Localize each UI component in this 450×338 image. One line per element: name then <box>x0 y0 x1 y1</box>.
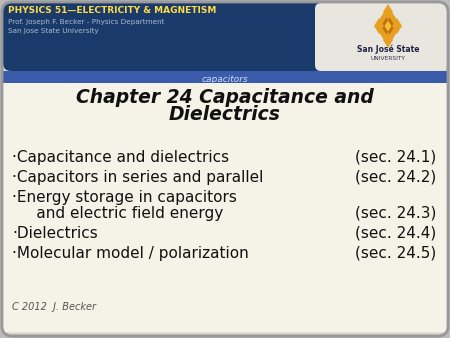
Text: ·Capacitors in series and parallel: ·Capacitors in series and parallel <box>12 170 263 185</box>
Text: San Jose State University: San Jose State University <box>8 28 99 34</box>
FancyBboxPatch shape <box>2 2 448 336</box>
Text: ·Molecular model / polarization: ·Molecular model / polarization <box>12 246 249 261</box>
Polygon shape <box>3 71 447 83</box>
Text: (sec. 24.5): (sec. 24.5) <box>355 246 436 261</box>
FancyBboxPatch shape <box>3 3 447 71</box>
Polygon shape <box>383 32 393 48</box>
Text: PHYSICS 51—ELECTRICITY & MAGNETISM: PHYSICS 51—ELECTRICITY & MAGNETISM <box>8 6 216 15</box>
Text: and electric field energy: and electric field energy <box>12 206 223 221</box>
Text: ·Capacitance and dielectrics: ·Capacitance and dielectrics <box>12 150 229 165</box>
Text: (sec. 24.4): (sec. 24.4) <box>355 226 436 241</box>
Text: (sec. 24.3): (sec. 24.3) <box>355 206 436 221</box>
Text: Dielectrics: Dielectrics <box>169 105 281 124</box>
Text: (sec. 24.2): (sec. 24.2) <box>355 170 436 185</box>
FancyBboxPatch shape <box>3 83 447 332</box>
Text: Prof. Joseph F. Becker - Physics Department: Prof. Joseph F. Becker - Physics Departm… <box>8 19 165 25</box>
Text: (sec. 24.1): (sec. 24.1) <box>355 150 436 165</box>
Text: C 2012  J. Becker: C 2012 J. Becker <box>12 302 96 312</box>
Text: San José State: San José State <box>357 45 419 54</box>
FancyBboxPatch shape <box>315 3 447 71</box>
Polygon shape <box>383 4 393 20</box>
Polygon shape <box>375 6 401 46</box>
Text: ·Energy storage in capacitors: ·Energy storage in capacitors <box>12 190 237 205</box>
Text: ·Dielectrics: ·Dielectrics <box>12 226 98 241</box>
Text: UNIVERSITY: UNIVERSITY <box>370 56 405 61</box>
Text: capacitors: capacitors <box>202 74 248 83</box>
Polygon shape <box>374 18 384 34</box>
Polygon shape <box>384 21 392 31</box>
Text: Chapter 24 Capacitance and: Chapter 24 Capacitance and <box>76 88 374 107</box>
Polygon shape <box>381 15 395 37</box>
Polygon shape <box>392 18 402 34</box>
